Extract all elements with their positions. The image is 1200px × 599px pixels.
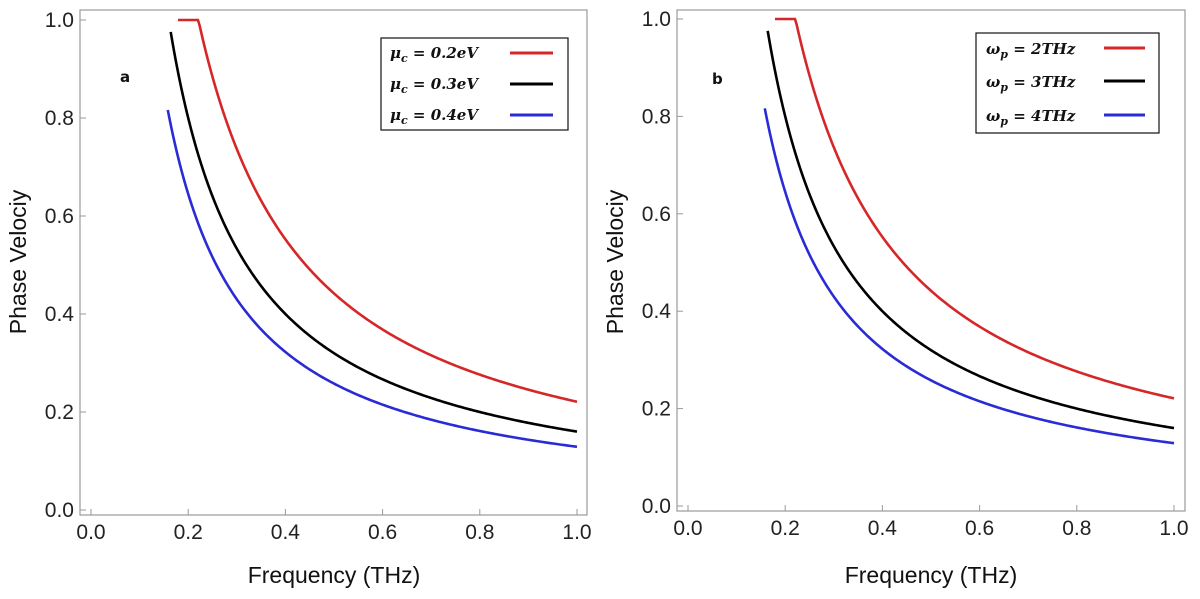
y-axis-label: Phase Velociy	[5, 189, 31, 334]
series-line	[766, 30, 1175, 430]
y-tick-label: 0.8	[45, 107, 74, 130]
panel-label: b	[712, 70, 723, 88]
panel-label: a	[120, 68, 130, 86]
x-tick-label: 0.2	[174, 521, 203, 544]
legend-entry-label: μc = 0.4eV	[390, 106, 479, 127]
y-tick-label: 0.0	[45, 499, 74, 522]
legend-entry-label: ωp = 4THz	[986, 107, 1076, 128]
x-tick-label: 0.8	[1062, 517, 1091, 540]
x-axis-label: Frequency (THz)	[248, 562, 421, 588]
y-tick-label: 1.0	[45, 9, 74, 32]
y-tick-label: 1.0	[642, 8, 671, 31]
tick-marks	[80, 19, 578, 515]
legend: ωp = 2THz ωp = 3THz ωp = 4THz	[975, 32, 1160, 134]
series-line	[166, 109, 578, 449]
plot-frame	[676, 9, 1186, 512]
y-tick-label: 0.8	[642, 105, 671, 128]
data-series-group	[166, 18, 578, 449]
x-tick-label: 0.0	[673, 517, 702, 540]
series-line	[177, 18, 578, 403]
x-tick-label: 1.0	[1159, 517, 1188, 540]
x-tick-label: 0.6	[368, 521, 397, 544]
tick-marks	[677, 18, 1175, 511]
y-tick-label: 0.6	[45, 205, 74, 228]
data-series-group	[763, 17, 1175, 445]
legend-entry-label: μc = 0.2eV	[390, 44, 479, 65]
plot-frame	[79, 9, 588, 516]
x-tick-label: 0.4	[868, 517, 898, 540]
x-tick-label: 1.0	[562, 521, 591, 544]
y-tick-labels: 0.0 0.2 0.4 0.6 0.8 1.0	[45, 9, 75, 522]
legend-entry-label: ωp = 3THz	[986, 73, 1076, 94]
x-tick-labels: 0.0 0.2 0.4 0.6 0.8 1.0	[673, 517, 1188, 540]
y-tick-label: 0.4	[45, 303, 75, 326]
series-line	[774, 17, 1175, 400]
chart-panel-b: 0.0 0.2 0.4 0.6 0.8 1.0 0.0 0.2 0.4 0.6 …	[602, 8, 1189, 588]
x-tick-label: 0.0	[76, 521, 105, 544]
y-tick-label: 0.2	[45, 401, 74, 424]
series-line	[763, 108, 1175, 445]
y-tick-label: 0.2	[642, 398, 671, 421]
legend-entry-label: μc = 0.3eV	[390, 75, 479, 96]
x-tick-labels: 0.0 0.2 0.4 0.6 0.8 1.0	[76, 521, 591, 544]
x-tick-label: 0.8	[465, 521, 494, 544]
x-tick-label: 0.2	[771, 517, 800, 540]
y-tick-label: 0.4	[642, 300, 672, 323]
legend-entry-label: ωp = 2THz	[986, 40, 1076, 61]
y-tick-labels: 0.0 0.2 0.4 0.6 0.8 1.0	[642, 8, 672, 518]
x-tick-label: 0.6	[965, 517, 994, 540]
y-axis-label: Phase Velociy	[602, 189, 628, 334]
x-tick-label: 0.4	[271, 521, 301, 544]
series-line	[169, 31, 578, 433]
legend: μc = 0.2eV μc = 0.3eV μc = 0.4eV	[380, 37, 569, 131]
x-axis-label: Frequency (THz)	[845, 562, 1018, 588]
chart-panel-a: 0.0 0.2 0.4 0.6 0.8 1.0 0.0 0.2 0.4 0.6 …	[5, 9, 592, 588]
y-tick-label: 0.6	[642, 203, 671, 226]
y-tick-label: 0.0	[642, 495, 671, 518]
